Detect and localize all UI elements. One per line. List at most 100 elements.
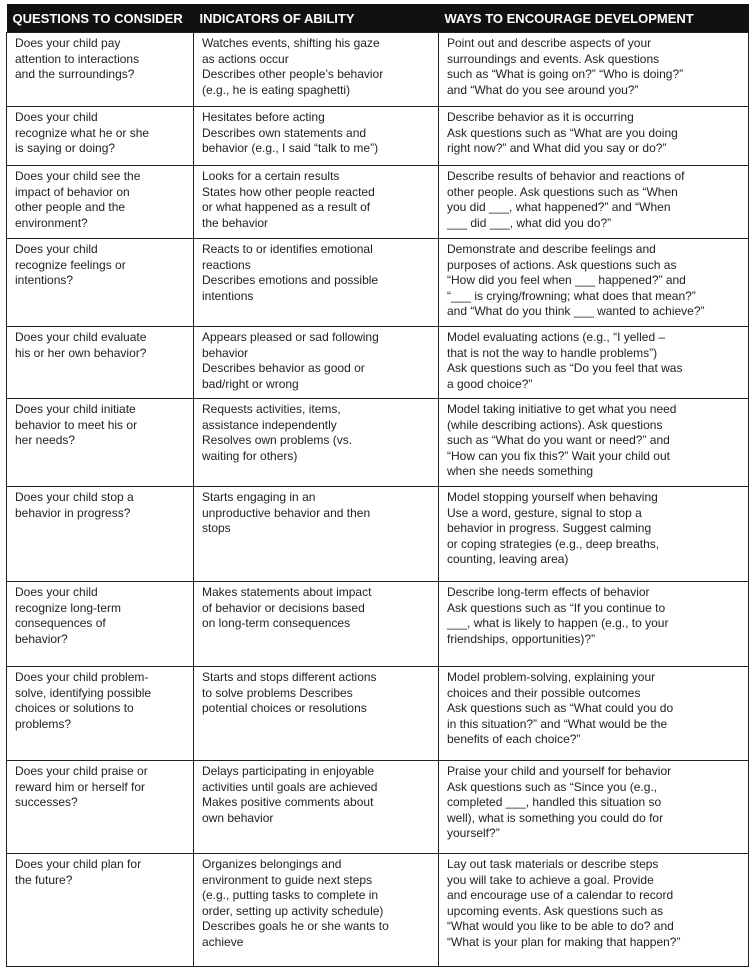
cell-line: surroundings and events. Ask questions	[447, 51, 660, 66]
cell-line: upcoming events. Ask questions such as	[447, 903, 664, 918]
table: QUESTIONS TO CONSIDER INDICATORS OF ABIL…	[6, 4, 749, 967]
table-cell: Makes statements about impact of behavior…	[193, 581, 439, 667]
cell-line: Resolves own problems (vs.	[202, 433, 353, 447]
cell-line: intentions	[202, 288, 254, 303]
cell-line: environment to guide next steps	[202, 872, 373, 887]
cell-line: Requests activities, items,	[202, 402, 341, 416]
header-cell: INDICATORS OF ABILITY	[193, 4, 439, 33]
table-cell: Does your child problem-solve, identifyi…	[6, 666, 194, 761]
cell-line: other people. Ask questions such as “Whe…	[447, 184, 678, 199]
table-cell: Lay out task materials or describe steps…	[438, 853, 749, 967]
cell-line: (while describing actions). Ask question…	[447, 417, 663, 432]
cell-line: Does your child plan for	[15, 857, 142, 871]
cell-line: “What is your plan for making that happe…	[447, 934, 681, 949]
cell-line: Ask questions such as “If you continue t…	[447, 600, 666, 615]
cell-line: stops	[202, 521, 231, 535]
table-cell: Model taking initiative to get what you …	[438, 398, 749, 487]
table-row: Does your child recognize long-term conseq…	[6, 581, 749, 667]
cell-line: activities until goals are achieved	[202, 779, 378, 794]
cell-line: to solve problems Describes	[202, 685, 353, 700]
cell-line: as actions occur	[202, 51, 289, 66]
cell-line: Describe long-term effects of behavior	[447, 585, 650, 599]
cell-line: behavior (e.g., I said “talk to me”)	[202, 141, 379, 155]
cell-line: such as “What do you want or need?” and	[447, 433, 670, 447]
table-row: Does your child pay attention to interact…	[6, 32, 749, 107]
cell-line: Model problem-solving, explaining your	[447, 670, 656, 684]
cell-line: Does your child	[15, 585, 98, 599]
cell-line: completed ___, handled this situation so	[447, 795, 662, 809]
cell-line: you did ___, what happened?” and “When	[447, 200, 671, 214]
cell-line: Point out and describe aspects of your	[447, 36, 652, 50]
header-row: QUESTIONS TO CONSIDER INDICATORS OF ABIL…	[6, 4, 749, 33]
cell-line: Describes own statements and	[202, 125, 367, 140]
cell-line: Appears pleased or sad following	[202, 330, 379, 344]
cell-line: his or her own behavior?	[15, 345, 147, 360]
cell-line: order, setting up activity schedule)	[202, 903, 384, 918]
cell-line: well), what is something you could do fo…	[447, 810, 664, 825]
sheet: QUESTIONS TO CONSIDER INDICATORS OF ABIL…	[6, 4, 749, 967]
cell-line: purposes of actions. Ask questions such …	[447, 257, 677, 272]
cell-line: recognize what he or she	[15, 125, 150, 140]
cell-line: Does your child	[15, 110, 98, 124]
cell-line: reactions	[202, 257, 251, 272]
table-cell: Organizes belongings and environment to g…	[193, 853, 439, 967]
cell-line: Watches events, shifting his gaze	[202, 36, 380, 50]
cell-line: Describes emotions and possible	[202, 273, 379, 287]
table-cell: Does your child pay attention to interact…	[6, 32, 194, 107]
cell-line: solve, identifying possible	[15, 685, 152, 700]
table-cell: Does your child recognize long-term conseq…	[6, 581, 194, 667]
table-cell: Does your child plan for the future?	[6, 853, 194, 967]
cell-line: yourself?”	[447, 826, 500, 840]
cell-line: successes?	[15, 795, 78, 809]
table-cell: Model evaluating actions (e.g., “I yelle…	[438, 326, 749, 399]
cell-line: and “What do you see around you?”	[447, 82, 639, 97]
cell-line: the future?	[15, 872, 73, 887]
cell-line: the behavior	[202, 215, 269, 230]
cell-line: States how other people reacted	[202, 184, 375, 199]
cell-line: “How can you fix this?” Wait your child …	[447, 448, 670, 463]
cell-line: counting, leaving area)	[447, 552, 569, 566]
table-cell: Point out and describe aspects of your su…	[438, 32, 749, 107]
cell-line: that is not the way to handle problems”)	[447, 345, 658, 360]
cell-line: Hesitates before acting	[202, 110, 325, 124]
cell-line: Does your child problem-	[15, 670, 149, 684]
cell-line: own behavior	[202, 810, 274, 825]
cell-line: Makes positive comments about	[202, 795, 374, 809]
table-cell: Describe behavior as it is occurring Ask …	[438, 106, 749, 166]
cell-line: or coping strategies (e.g., deep breaths…	[447, 536, 660, 551]
table-cell: Does your child evaluate his or her own b…	[6, 326, 194, 399]
cell-line: Organizes belongings and	[202, 857, 342, 871]
cell-line: achieve	[202, 934, 244, 949]
cell-line: when she needs something	[447, 464, 594, 478]
cell-line: of behavior or decisions based	[202, 600, 365, 615]
cell-line: right now?” and What did you say or do?”	[447, 141, 667, 155]
cell-line: Describe behavior as it is occurring	[447, 110, 634, 124]
table-cell: Praise your child and yourself for behav…	[438, 760, 749, 854]
cell-line: (e.g., putting tasks to complete in	[202, 888, 379, 902]
cell-line: impact of behavior on	[15, 184, 130, 199]
table-cell: Describe results of behavior and reactio…	[438, 165, 749, 239]
cell-line: reward him or herself for	[15, 779, 146, 794]
table-row: Does your child plan for the future? Organ…	[6, 853, 749, 967]
cell-line: Reacts to or identifies emotional	[202, 242, 373, 256]
cell-line: recognize feelings or	[15, 257, 126, 272]
table-cell: Requests activities, items, assistance in…	[193, 398, 439, 487]
table-cell: Watches events, shifting his gaze as acti…	[193, 32, 439, 107]
table-row: Does your child stop a behavior in progre…	[6, 486, 749, 582]
cell-line: ___, what is likely to happen (e.g., to …	[447, 616, 669, 630]
table-row: Does your child praise or reward him or h…	[6, 760, 749, 854]
table-cell: Does your child praise or reward him or h…	[6, 760, 194, 854]
cell-line: in this situation?” and “What would be t…	[447, 716, 668, 731]
table-row: Does your child recognize feelings or inte…	[6, 238, 749, 327]
cell-line: Starts engaging in an	[202, 490, 316, 504]
cell-line: such as “What is going on?” “Who is doin…	[447, 67, 684, 81]
cell-line: is saying or doing?	[15, 141, 116, 155]
cell-line: Use a word, gesture, signal to stop a	[447, 505, 642, 520]
table-cell: Describe long-term effects of behavior As…	[438, 581, 749, 667]
cell-line: potential choices or resolutions	[202, 701, 367, 715]
cell-line: consequences of	[15, 616, 106, 630]
table-row: Does your child problem-solve, identifyi…	[6, 666, 749, 761]
table-cell: Does your child stop a behavior in progre…	[6, 486, 194, 582]
table-row: Does your child recognize what he or she i…	[6, 106, 749, 166]
table-cell: Demonstrate and describe feelings and pur…	[438, 238, 749, 327]
